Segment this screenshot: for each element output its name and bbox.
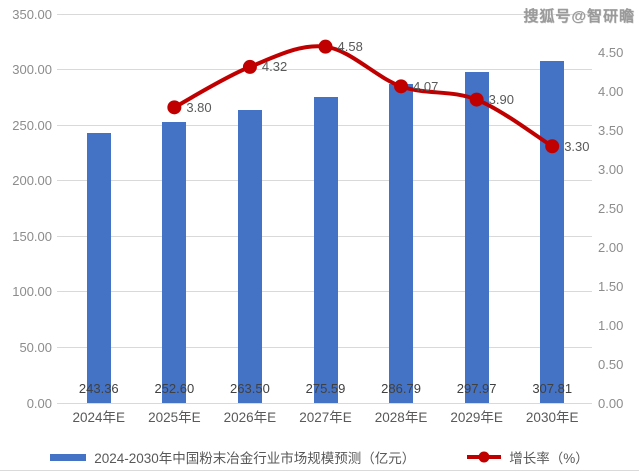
bar-value-label: 286.79 bbox=[381, 381, 421, 396]
growth-line bbox=[173, 44, 554, 149]
bar-value-label: 275.59 bbox=[305, 381, 346, 396]
y-axis-tick-left: 300.00 bbox=[12, 62, 52, 78]
bar-value-label: 297.97 bbox=[456, 381, 497, 396]
line-value-label: 4.32 bbox=[261, 59, 288, 75]
line-value-label: 4.58 bbox=[337, 39, 363, 55]
y-axis-tick-left: 50.00 bbox=[19, 339, 52, 355]
x-axis-category: 2025年E bbox=[148, 410, 201, 425]
line-marker bbox=[242, 59, 257, 74]
bar bbox=[540, 60, 565, 403]
y-axis-tick-right: 4.00 bbox=[598, 84, 624, 100]
legend-item-growth-rate: 增长率（%） bbox=[467, 447, 589, 467]
y-axis-tick-left: 350.00 bbox=[12, 6, 52, 22]
y-axis-tick-left: 250.00 bbox=[12, 117, 52, 133]
y-axis-tick-left: 0.00 bbox=[26, 395, 52, 411]
y-axis-tick-right: 0.00 bbox=[598, 395, 624, 411]
line-value-label: 3.30 bbox=[564, 138, 590, 154]
y-axis-tick-right: 1.50 bbox=[598, 278, 624, 294]
y-axis-tick-right: 3.50 bbox=[598, 123, 624, 139]
bar-value-label: 263.50 bbox=[230, 381, 270, 396]
y-axis-tick-right: 3.00 bbox=[598, 162, 624, 178]
line-marker bbox=[469, 92, 484, 107]
bar bbox=[237, 110, 262, 403]
line-marker bbox=[318, 39, 333, 54]
legend: 2024-2030年中国粉末冶金行业市场规模预测（亿元） 增长率（%） bbox=[0, 447, 639, 467]
line-marker bbox=[167, 100, 182, 115]
x-axis-category: 2026年E bbox=[223, 410, 277, 425]
bar bbox=[389, 84, 414, 403]
x-axis-category: 2028年E bbox=[374, 410, 428, 425]
x-axis-category: 2029年E bbox=[450, 410, 503, 425]
legend-line-label: 增长率（%） bbox=[509, 451, 589, 466]
plot-area: 350.00 300.00 250.00 200.00 150.00 100.00 50.0… bbox=[12, 6, 624, 426]
line-value-label: 3.90 bbox=[488, 92, 514, 108]
x-axis-category: 2024年E bbox=[72, 410, 126, 425]
gridline bbox=[57, 69, 592, 71]
y-axis-tick-left: 100.00 bbox=[12, 284, 52, 300]
y-axis-tick-left: 200.00 bbox=[12, 173, 52, 189]
bar-value-label: 252.60 bbox=[154, 381, 195, 396]
watermark: 搜狐号@智研瞻 bbox=[523, 8, 635, 25]
bar bbox=[86, 132, 111, 403]
growth-line-layer bbox=[167, 39, 560, 154]
bar bbox=[162, 122, 187, 403]
y-axis-tick-right: 2.50 bbox=[598, 201, 624, 216]
y-axis-tick-left: 150.00 bbox=[12, 228, 52, 244]
y-axis-tick-right: 4.50 bbox=[598, 45, 624, 61]
y-axis-tick-right: 2.00 bbox=[598, 239, 624, 255]
line-marker bbox=[394, 79, 409, 94]
footer-divider bbox=[0, 470, 639, 471]
legend-line-swatch-icon bbox=[467, 451, 502, 463]
line-value-label: 4.07 bbox=[413, 78, 439, 94]
x-axis-line bbox=[57, 402, 592, 404]
legend-bar-label: 2024-2030年中国粉末冶金行业市场规模预测（亿元） bbox=[94, 451, 416, 466]
y-axis-tick-right: 1.00 bbox=[598, 317, 624, 333]
gridline bbox=[57, 13, 592, 15]
bar bbox=[313, 96, 338, 403]
bar-value-label: 243.36 bbox=[78, 381, 119, 396]
x-axis-category: 2027年E bbox=[299, 410, 352, 425]
y-axis-tick-right: 0.50 bbox=[598, 356, 624, 372]
legend-item-market-size: 2024-2030年中国粉末冶金行业市场规模预测（亿元） bbox=[50, 447, 415, 467]
bar bbox=[464, 71, 489, 403]
legend-bar-swatch-icon bbox=[50, 453, 87, 461]
line-marker bbox=[545, 139, 560, 154]
line-value-label: 3.80 bbox=[186, 99, 212, 115]
bar-value-label: 307.81 bbox=[532, 381, 573, 396]
x-axis-category: 2030年E bbox=[525, 410, 579, 425]
